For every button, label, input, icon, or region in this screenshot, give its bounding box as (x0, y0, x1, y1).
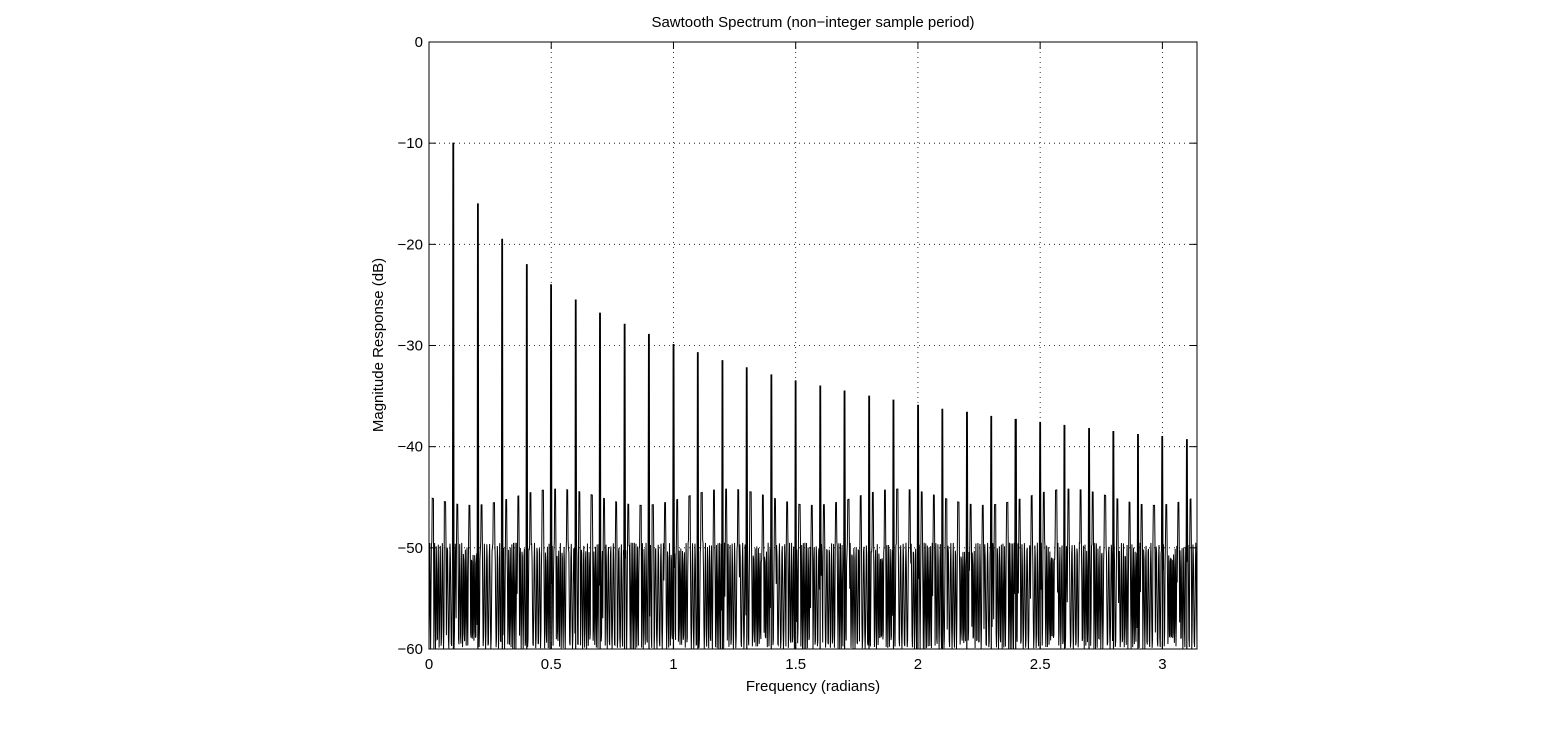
y-tick-label-2: −20 (398, 236, 423, 253)
y-tick-label-5: −50 (398, 540, 423, 557)
x-tick-label-3: 1.5 (785, 656, 806, 673)
y-tick-label-4: −40 (398, 439, 423, 456)
x-tick-label-6: 3 (1158, 656, 1166, 673)
y-tick-label-3: −30 (398, 338, 423, 355)
chart-title: Sawtooth Spectrum (non−integer sample pe… (651, 14, 974, 31)
tick-labels: 0 0.5 1 1.5 2 2.5 3 0 −10 −20 −30 −40 −50 −60 (398, 34, 1167, 673)
y-tick-label-1: −10 (398, 135, 423, 152)
y-tick-label-0: 0 (415, 34, 423, 51)
spectrum-line (428, 142, 1198, 650)
y-tick-label-6: −60 (398, 641, 423, 658)
x-tick-label-1: 0.5 (541, 656, 562, 673)
x-tick-label-4: 2 (914, 656, 922, 673)
plot-axes (428, 41, 1198, 650)
x-tick-label-2: 1 (669, 656, 677, 673)
x-axis-label: Frequency (radians) (746, 678, 880, 695)
x-tick-label-0: 0 (425, 656, 433, 673)
y-axis-label: Magnitude Response (dB) (370, 258, 387, 432)
x-tick-label-5: 2.5 (1030, 656, 1051, 673)
spectrum-series (428, 142, 1198, 650)
